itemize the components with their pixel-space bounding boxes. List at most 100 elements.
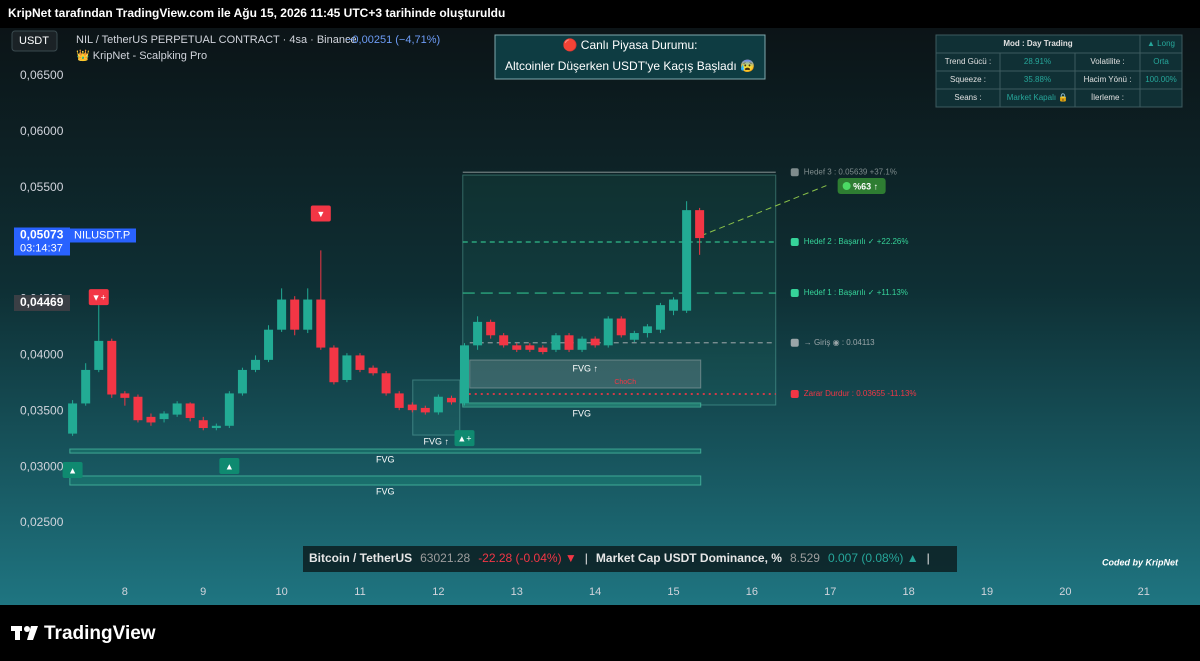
candle-body (577, 338, 587, 350)
table-text: 35.88% (1024, 75, 1051, 84)
ticker-item: | (927, 551, 930, 565)
table-text: Squeeze : (950, 75, 986, 84)
x-tick-label: 19 (981, 586, 993, 598)
tradingview-logo: TradingView (11, 623, 156, 644)
x-tick-label: 16 (746, 586, 758, 598)
candle-body (342, 355, 352, 380)
ticker-text: Bitcoin / TetherUS 63021.28 -22.28 (-0.04%… (309, 551, 930, 565)
candle-body (499, 335, 509, 346)
level-icon (790, 237, 799, 246)
table-cell (1139, 88, 1183, 108)
logo-shape (24, 626, 30, 632)
y-tick-label: 0,02500 (20, 515, 64, 529)
logo-shape (15, 626, 20, 640)
x-tick-label: 8 (122, 586, 128, 598)
candle-body (551, 335, 561, 350)
candle-body (616, 318, 626, 336)
candle-body (486, 321, 496, 336)
candle-body (590, 338, 600, 346)
x-tick-label: 10 (276, 586, 288, 598)
alert-title: 🔴 Canlı Piyasa Durumu: (563, 38, 698, 52)
price-label-time: 03:14:37 (20, 242, 63, 254)
candle-body (277, 299, 287, 330)
candle-body (224, 393, 234, 426)
plot: FVG ↑ ChoCh FVG FVG ↑ FVG FVG Hedef 3 : 0.0563… (62, 167, 917, 496)
ticker-item: 63021.28 (420, 551, 470, 565)
x-tick-label: 11 (354, 586, 365, 598)
candle-body (629, 333, 639, 340)
signal-marker (454, 430, 475, 447)
candle-body (329, 347, 339, 383)
level-label: → Giriş ◉ : 0.04113 (804, 338, 875, 347)
x-tick-label: 15 (667, 586, 679, 598)
candle-body (564, 335, 574, 350)
zone-label: FVG (572, 408, 591, 418)
candle-body (133, 396, 143, 421)
zone-note: ChoCh (614, 379, 636, 386)
x-tick-label: 18 (903, 586, 915, 598)
zone-label: FVG ↑ (572, 363, 598, 373)
price-label: 0,05073 (20, 228, 64, 242)
candle-body (512, 345, 522, 350)
candle-body (68, 403, 78, 434)
table-text: ▲ Long (1147, 39, 1175, 48)
zone (462, 402, 702, 408)
candle-body (394, 393, 404, 408)
chart-background (0, 28, 1200, 605)
page-title: KripNet tarafından TradingView.com ile A… (8, 6, 505, 20)
zone (469, 359, 702, 389)
table-text: Mod : Day Trading (1003, 39, 1072, 48)
level-label: Hedef 2 : Başarılı ✓ +22.26% (804, 237, 909, 246)
candle-body (355, 355, 365, 370)
level-label: Zarar Durdur : 0.03655 -11.13% (804, 389, 917, 398)
signal-marker (219, 458, 240, 475)
level-label: Hedef 3 : 0.05639 +37.1% (804, 167, 897, 176)
candle-body (433, 396, 443, 413)
candle-body (185, 403, 195, 418)
table-text: İlerleme : (1091, 93, 1124, 102)
candle-body (264, 329, 274, 360)
x-tick-label: 14 (589, 586, 601, 598)
candle-body (525, 345, 535, 350)
candle-body (407, 404, 417, 411)
candle-body (94, 340, 104, 370)
ticker-item: Market Cap USDT Dominance, % (596, 551, 782, 565)
y-tick-label: 0,04000 (20, 348, 64, 362)
x-tick-label: 9 (200, 586, 206, 598)
signal-text: ▲+ (457, 433, 471, 443)
symbol-label-box (70, 228, 136, 243)
candle-body (473, 321, 483, 346)
y-tick-label: 0,06500 (20, 68, 64, 82)
footer-bar (0, 605, 1200, 661)
symbol-button[interactable] (11, 30, 58, 52)
logo-text: TradingView (44, 623, 156, 644)
zone (69, 448, 702, 454)
table-text: Hacim Yönü : (1084, 75, 1132, 84)
price-label-box (14, 227, 70, 256)
symbol-button-text[interactable]: USDT (19, 35, 49, 47)
table-text: Seans : (954, 93, 981, 102)
signal-text: ▲ (225, 461, 234, 471)
ticker-item: | (585, 551, 588, 565)
table-text: Orta (1153, 57, 1169, 66)
projection-line (700, 185, 827, 237)
candle-body (655, 305, 665, 330)
price-label-box (14, 294, 70, 311)
candle-body (81, 369, 91, 404)
alert-box (494, 34, 766, 80)
candle-body (198, 420, 208, 429)
candle-body (682, 210, 692, 311)
y-tick-label: 0,05500 (20, 180, 64, 194)
indicator-name: 👑 KripNet - Scalpking Pro (76, 49, 207, 62)
signal-marker (88, 289, 109, 306)
credit: Coded by KripNet (1102, 557, 1179, 567)
x-tick-label: 13 (511, 586, 523, 598)
zone-label: FVG ↑ (424, 436, 450, 446)
ticker-item: -22.28 (-0.04%) ▼ (478, 551, 577, 565)
signal-marker (62, 462, 83, 479)
target-badge (837, 178, 886, 195)
level-label: Hedef 1 : Başarılı ✓ +11.13% (804, 288, 908, 297)
level-icon (790, 168, 799, 177)
